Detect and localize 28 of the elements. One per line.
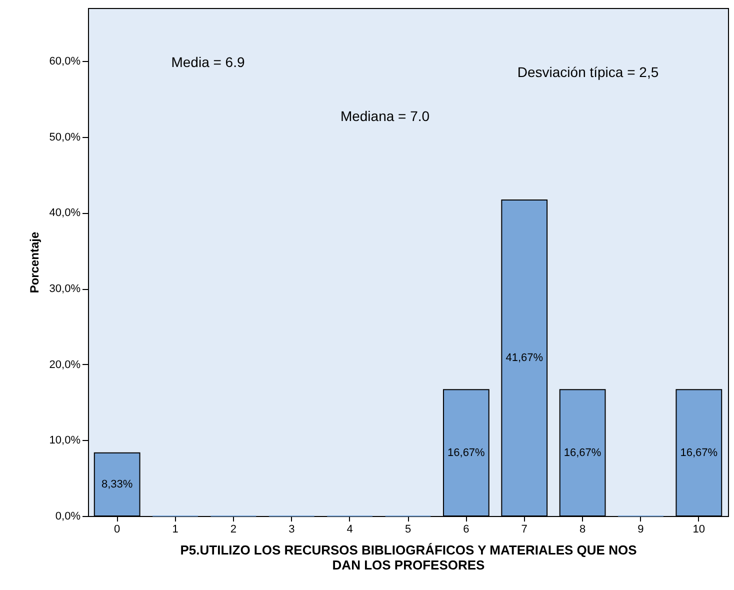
x-tick-label: 5 — [404, 524, 412, 536]
x-tick-label: 6 — [463, 524, 470, 536]
data-label: 16,67% — [680, 446, 718, 459]
y-tick-label: 60,0% — [49, 56, 81, 68]
y-tick-label: 10,0% — [49, 434, 81, 447]
x-tick-label: 1 — [172, 524, 178, 536]
x-tick-label: 10 — [692, 524, 706, 536]
x-tick-label: 9 — [638, 524, 644, 536]
x-tick-label: 8 — [579, 524, 586, 536]
x-tick-label: 4 — [346, 524, 353, 536]
data-label: 41,67% — [506, 352, 544, 364]
data-label: 16,67% — [448, 446, 486, 459]
x-tick-label: 0 — [114, 524, 120, 536]
y-tick-label: 50,0% — [49, 131, 81, 144]
data-label: 8,33% — [101, 478, 133, 490]
data-label: 16,67% — [564, 446, 602, 459]
y-tick-label: 20,0% — [49, 358, 81, 371]
y-axis-title: Porcentaje — [27, 231, 42, 294]
x-tick-label: 7 — [521, 524, 528, 536]
y-tick-label: 0,0% — [55, 510, 81, 522]
y-tick-label: 30,0% — [49, 283, 81, 296]
x-tick-label: 3 — [288, 524, 295, 536]
annotation: Mediana = 7.0 — [340, 108, 430, 124]
x-tick-label: 2 — [230, 524, 237, 536]
annotation: Desviación típica = 2,5 — [517, 64, 659, 80]
annotation: Media = 6.9 — [171, 54, 245, 70]
y-tick-label: 40,0% — [49, 207, 81, 220]
x-axis-title: P5.UTILIZO LOS RECURSOS BIBLIOGRÁFICOS Y MATERIALES QUE NOS DAN LOS PROFESORES — [180, 542, 638, 572]
